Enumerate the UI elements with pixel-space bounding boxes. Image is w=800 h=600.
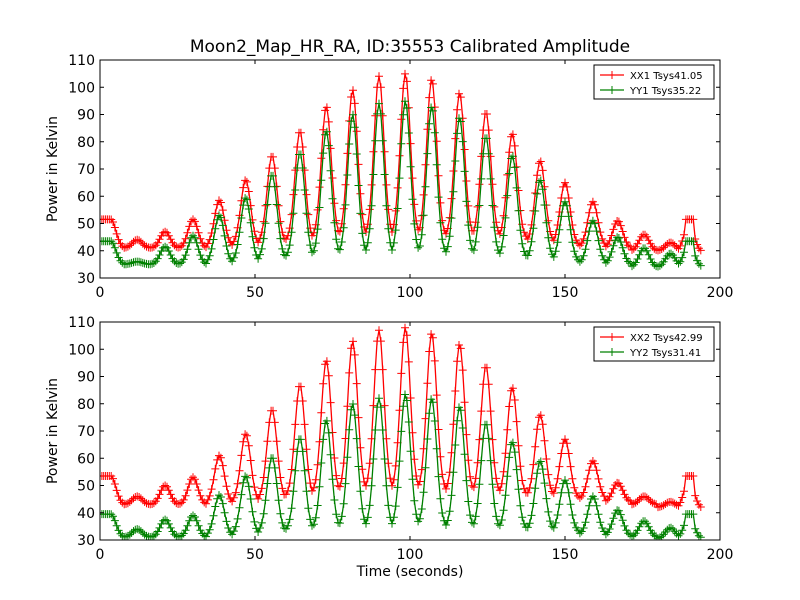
y-tick-label: 100 <box>68 342 95 358</box>
y-tick-label: 90 <box>77 108 95 124</box>
x-tick-label: 100 <box>397 547 424 563</box>
y-tick-label: 60 <box>77 189 95 205</box>
chart-title: Moon2_Map_HR_RA, ID:35553 Calibrated Amp… <box>190 37 630 57</box>
y-tick-label: 80 <box>77 397 95 413</box>
series-line <box>100 394 702 539</box>
x-tick-label: 200 <box>707 285 734 301</box>
y-tick-label: 70 <box>77 162 95 178</box>
legend-label: YY2 Tsys31.41 <box>629 348 701 359</box>
series-1-2 <box>100 97 705 271</box>
series-line <box>100 327 702 508</box>
legend-label: XX2 Tsys42.99 <box>630 333 703 344</box>
y-tick-label: 110 <box>68 53 95 69</box>
y-tick-label: 50 <box>77 217 95 233</box>
x-tick-label: 200 <box>707 547 734 563</box>
x-tick-label: 100 <box>397 285 424 301</box>
y-tick-label: 40 <box>77 244 95 260</box>
y-tick-label: 30 <box>77 271 95 287</box>
legend-marker <box>608 348 616 356</box>
legend: XX2 Tsys42.99 YY2 Tsys31.41 <box>593 326 715 362</box>
x-tick-label: 150 <box>552 547 579 563</box>
legend-box <box>593 64 715 100</box>
x-axis-label: Time (seconds) <box>356 564 464 580</box>
legend-label: XX1 Tsys41.05 <box>630 71 703 82</box>
bottom-panel: 0 50 100 150 200 30 40 50 60 70 80 90 100 110 Power in… <box>45 315 733 580</box>
series-2-2 <box>100 390 705 540</box>
legend-label: YY1 Tsys35.22 <box>629 86 701 97</box>
x-tick-label: 0 <box>96 285 105 301</box>
y-tick-label: 70 <box>77 424 95 440</box>
y-tick-label: 110 <box>68 315 95 331</box>
y-tick-label: 100 <box>68 80 95 96</box>
y-tick-label: 50 <box>77 479 95 495</box>
y-tick-label: 90 <box>77 370 95 386</box>
y-tick-label: 30 <box>77 533 95 549</box>
y-tick-label: 40 <box>77 506 95 522</box>
y-axis-label: Power in Kelvin <box>45 378 61 484</box>
series-line <box>100 101 702 268</box>
x-tick-label: 0 <box>96 547 105 563</box>
series-line <box>100 73 702 252</box>
x-tick-label: 50 <box>246 547 264 563</box>
x-tick-label: 150 <box>552 285 579 301</box>
y-axis-label: Power in Kelvin <box>45 116 61 222</box>
legend-marker <box>608 86 616 94</box>
legend-marker <box>608 333 616 341</box>
legend-marker <box>608 71 616 79</box>
x-tick-label: 50 <box>246 285 264 301</box>
y-tick-label: 80 <box>77 135 95 151</box>
top-panel: 0 50 100 150 200 30 40 50 60 70 80 90 100 110 Power in… <box>45 53 733 301</box>
legend-box <box>593 326 715 362</box>
legend: XX1 Tsys41.05 YY1 Tsys35.22 <box>593 64 715 100</box>
y-tick-label: 60 <box>77 451 95 467</box>
series-2-1 <box>100 323 705 512</box>
